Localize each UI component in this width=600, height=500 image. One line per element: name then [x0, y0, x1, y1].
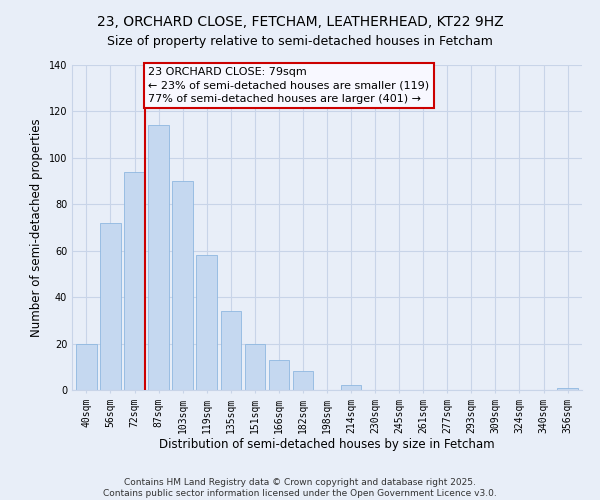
- Text: Size of property relative to semi-detached houses in Fetcham: Size of property relative to semi-detach…: [107, 35, 493, 48]
- Bar: [557, 388, 578, 390]
- Bar: [341, 386, 361, 390]
- Bar: [76, 344, 97, 390]
- Bar: [293, 372, 313, 390]
- Bar: [148, 126, 169, 390]
- X-axis label: Distribution of semi-detached houses by size in Fetcham: Distribution of semi-detached houses by …: [159, 438, 495, 452]
- Text: Contains HM Land Registry data © Crown copyright and database right 2025.
Contai: Contains HM Land Registry data © Crown c…: [103, 478, 497, 498]
- Text: 23, ORCHARD CLOSE, FETCHAM, LEATHERHEAD, KT22 9HZ: 23, ORCHARD CLOSE, FETCHAM, LEATHERHEAD,…: [97, 15, 503, 29]
- Y-axis label: Number of semi-detached properties: Number of semi-detached properties: [30, 118, 43, 337]
- Bar: [221, 311, 241, 390]
- Text: 23 ORCHARD CLOSE: 79sqm
← 23% of semi-detached houses are smaller (119)
77% of s: 23 ORCHARD CLOSE: 79sqm ← 23% of semi-de…: [148, 68, 430, 104]
- Bar: [269, 360, 289, 390]
- Bar: [172, 181, 193, 390]
- Bar: [100, 223, 121, 390]
- Bar: [124, 172, 145, 390]
- Bar: [245, 344, 265, 390]
- Bar: [196, 256, 217, 390]
